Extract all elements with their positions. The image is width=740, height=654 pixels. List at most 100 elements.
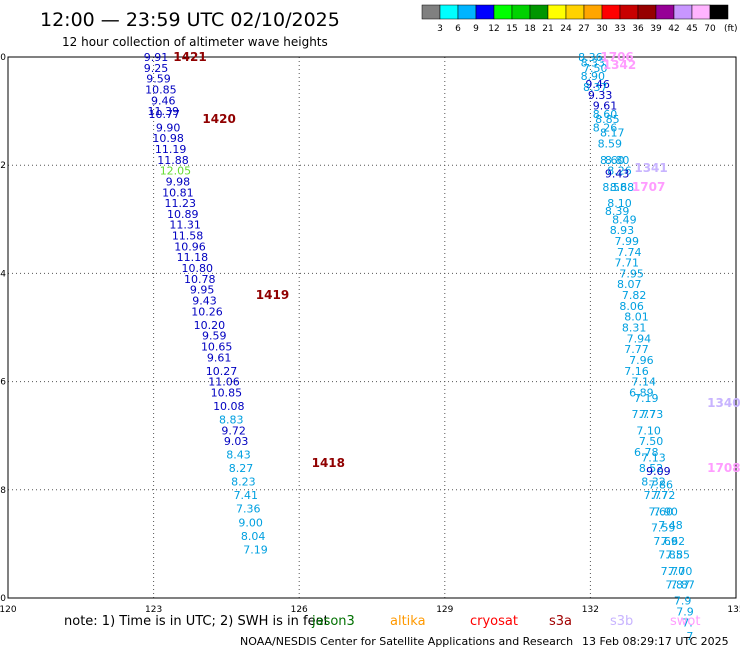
- colorbar-label: 39: [650, 24, 662, 34]
- wave-height-point: 8.83: [219, 413, 244, 426]
- y-tick-labels: -40 -42 -44 -46 -48 -50: [0, 53, 6, 604]
- wave-height-point: 7.77: [632, 408, 657, 421]
- x-tick-label: 126: [291, 605, 308, 615]
- x-tick-label: 135: [727, 605, 740, 615]
- wave-height-point: 10.85: [145, 83, 177, 96]
- x-tick-label: 129: [436, 605, 453, 615]
- colorbar-swatch: [673, 4, 693, 20]
- pass-time-label: 1708: [707, 461, 740, 475]
- wave-height-point: 8.49: [612, 213, 637, 226]
- wave-height-point: 10.08: [213, 400, 245, 413]
- wave-height-point: 10.26: [191, 305, 223, 318]
- y-tick-label: -40: [0, 53, 6, 63]
- pass-time-label: 1418: [312, 456, 345, 470]
- colorbar-label: 21: [542, 24, 553, 34]
- footer-credit: NOAA/NESDIS Center for Satellite Applica…: [240, 635, 573, 648]
- wave-height-point: 7.74: [617, 246, 642, 259]
- wave-height-point: 8.80: [605, 154, 630, 167]
- wave-height-point: 10.89: [167, 208, 199, 221]
- wave-height-point: 6.89: [629, 386, 654, 399]
- colorbar-label: 6: [455, 24, 461, 34]
- pass-time-label: 1341: [634, 161, 667, 175]
- wave-height-point: 10.85: [211, 386, 243, 399]
- wave-height-point: 8.39: [605, 205, 630, 218]
- wave-height-labels: 9.919.259.5910.859.4611.3910.779.9010.98…: [144, 51, 695, 643]
- colorbar-swatch: [439, 4, 459, 20]
- wave-height-point: 9.09: [646, 465, 671, 478]
- colorbar-label: 36: [632, 24, 644, 34]
- wave-height-point: 9.90: [156, 121, 181, 134]
- colorbar-unit: (ft): [724, 24, 738, 34]
- wave-height-point: 7.36: [236, 503, 261, 516]
- wave-height-point: 11.23: [165, 197, 197, 210]
- wave-height-point: 8.23: [231, 476, 256, 489]
- colorbar-swatch: [493, 4, 513, 20]
- wave-height-point: 8.36: [578, 51, 603, 64]
- footer-timestamp: 13 Feb 08:29:17 UTC 2025: [582, 635, 729, 648]
- wave-height-point: 8.93: [610, 224, 635, 237]
- wave-height-point: 10.81: [162, 186, 194, 199]
- wave-height-point: 8.07: [617, 278, 642, 291]
- wave-height-point: 9.46: [585, 78, 610, 91]
- pass-time-label: 1340: [707, 396, 740, 410]
- colorbar-swatch: [637, 4, 657, 20]
- wave-height-point: 7.71: [615, 257, 640, 270]
- wave-height-point: 9.59: [202, 330, 227, 343]
- colorbar-label: 45: [686, 24, 697, 34]
- colorbar-label: 30: [596, 24, 608, 34]
- colorbar-label: 12: [488, 24, 499, 34]
- wave-height-point: 8.33: [581, 56, 606, 69]
- wave-height-point: 12.05: [160, 165, 192, 178]
- legend-item-swot: swot: [670, 614, 700, 629]
- wave-height-point: 8.90: [581, 70, 606, 83]
- plot-grid: [8, 57, 736, 598]
- wave-height-point: 9.59: [146, 73, 171, 86]
- wave-height-point: 7.70: [668, 565, 693, 578]
- wave-height-point: 10.27: [206, 365, 238, 378]
- wave-height-point: 10.20: [194, 319, 226, 332]
- wave-height-point: 9.03: [224, 435, 249, 448]
- colorbar-swatch: [421, 4, 441, 20]
- wave-height-point: 10.96: [174, 240, 206, 253]
- wave-height-point: 7.9: [676, 606, 694, 619]
- wave-height-point: 7.50: [639, 435, 664, 448]
- colorbar-label: 33: [614, 24, 625, 34]
- wave-height-point: 7.85: [658, 549, 683, 562]
- wave-height-point: 7.70: [661, 565, 686, 578]
- wave-height-point: 10.78: [184, 273, 216, 286]
- satellite-legend: jason3 altika cryosat s3a s3b swot: [311, 614, 700, 629]
- wave-height-point: 8.32: [641, 476, 666, 489]
- wave-height-point: 7.94: [627, 332, 652, 345]
- wave-height-point: 7.16: [624, 365, 649, 378]
- wave-height-point: 7.77: [624, 343, 649, 356]
- wave-height-point: 7: [686, 630, 693, 643]
- color-scale-bar: 3 6 9 12 15 18 21 24 27 30 33 36 39 42 45 70 (ft): [421, 4, 738, 34]
- wave-height-point: 7.95: [619, 267, 644, 280]
- wave-height-point: 11.19: [155, 143, 187, 156]
- wave-height-point: 9.72: [221, 424, 246, 437]
- colorbar-label: 24: [560, 24, 572, 34]
- wave-height-point: 9.95: [190, 284, 215, 297]
- y-tick-label: -44: [0, 269, 6, 279]
- wave-height-point: 8.58: [602, 181, 627, 194]
- pass-time-label: 1707: [632, 180, 665, 194]
- legend-item-cryosat: cryosat: [470, 614, 518, 629]
- wave-height-point: 8.17: [600, 127, 625, 140]
- legend-item-s3a: s3a: [549, 614, 572, 629]
- wave-height-point: 7.73: [639, 408, 664, 421]
- wave-height-point: 8.37: [583, 81, 608, 94]
- pass-time-label: 1419: [256, 288, 289, 302]
- wave-height-point: 7.87: [666, 578, 691, 591]
- wave-height-point: 7.59: [651, 522, 676, 535]
- colorbar-label: 70: [704, 24, 716, 34]
- wave-height-point: 8.68: [610, 181, 635, 194]
- y-tick-label: -46: [0, 378, 6, 388]
- wave-height-point: 7.72: [651, 489, 676, 502]
- wave-height-point: 7.19: [243, 543, 268, 556]
- wave-height-point: 7.13: [641, 451, 666, 464]
- wave-height-point: 7.14: [632, 376, 657, 389]
- wave-height-point: 7.90: [653, 505, 678, 518]
- pass-time-label: 1342: [603, 58, 636, 72]
- colorbar-swatch: [619, 4, 639, 20]
- wave-height-point: 9.43: [192, 294, 217, 307]
